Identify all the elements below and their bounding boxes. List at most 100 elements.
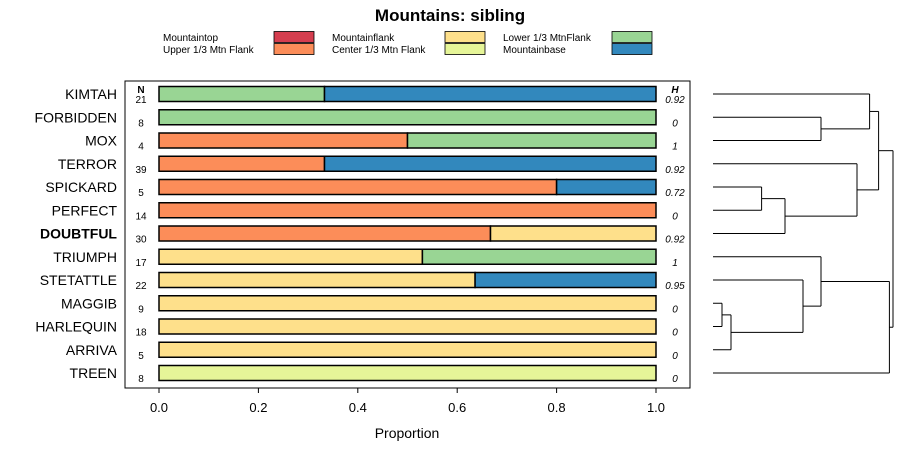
rows: KIMTAH 21 0.92 FORBIDDEN 8 0 MOX 4 1 TERROR 39 0.92… (35, 85, 685, 385)
bar-segment (323, 85, 657, 103)
h-value: 0 (672, 374, 678, 385)
n-value: 39 (135, 165, 147, 176)
h-value: 0.92 (665, 165, 685, 176)
bar-segment (158, 318, 657, 335)
n-value: 17 (135, 258, 147, 269)
row: KIMTAH 21 0.92 (65, 85, 685, 106)
h-value: 0 (672, 328, 678, 339)
row: FORBIDDEN 8 0 (35, 109, 678, 129)
h-value: 1 (672, 258, 678, 269)
bar-segment (158, 132, 409, 149)
n-value: 8 (138, 118, 144, 129)
n-value: 9 (138, 304, 144, 315)
n-value: 14 (135, 211, 147, 222)
x-axis-title: Proportion (375, 425, 440, 441)
legend-label: Upper 1/3 Mtn Flank (163, 45, 255, 56)
row: PERFECT 14 0 (52, 202, 678, 222)
x-tick-label: 0.2 (249, 400, 267, 415)
n-value: 30 (135, 235, 147, 246)
legend-label: Lower 1/3 MtnFlank (503, 33, 592, 44)
site-label: MOX (85, 133, 118, 149)
bar-segment (158, 155, 326, 172)
legend-swatch (444, 31, 486, 43)
bar-segment (555, 178, 657, 196)
bar-segment (406, 132, 657, 149)
x-tick-label: 0.8 (548, 400, 566, 415)
legend-label: Center 1/3 Mtn Flank (332, 45, 426, 56)
legend-swatch (444, 43, 486, 55)
x-tick-label: 0.6 (448, 400, 466, 415)
h-value: 0.92 (665, 95, 685, 106)
plot-frame (124, 80, 691, 389)
h-value: 0.95 (665, 281, 685, 292)
site-label: TRIUMPH (53, 249, 117, 265)
n-value: 5 (138, 188, 144, 199)
legend-label: Mountainflank (332, 33, 395, 44)
bar-segment (158, 271, 476, 289)
bar-segment (323, 155, 657, 172)
n-column-header: N (137, 85, 144, 96)
h-value: 0 (672, 211, 678, 222)
row: ARRIVA 5 0 (66, 341, 678, 362)
site-label: SPICKARD (45, 179, 117, 195)
legend-label: Mountaintop (163, 33, 218, 44)
legend-label: Mountainbase (503, 45, 566, 56)
n-value: 22 (135, 281, 147, 292)
row: TREEN 8 0 (70, 364, 678, 385)
legend-swatch (273, 43, 315, 55)
bar-segment (158, 225, 492, 242)
h-value: 0 (672, 118, 678, 129)
site-label: DOUBTFUL (40, 226, 117, 242)
row: MOX 4 1 (85, 132, 678, 153)
n-value: 18 (135, 328, 147, 339)
row: DOUBTFUL 30 0.92 (40, 225, 685, 246)
bar-segment (158, 341, 657, 358)
bar-segment (158, 248, 424, 265)
h-value: 0.72 (665, 188, 685, 199)
h-value: 0 (672, 351, 678, 362)
chart-title: Mountains: sibling (375, 6, 525, 25)
h-value: 0.92 (665, 235, 685, 246)
h-value: 0 (672, 304, 678, 315)
x-tick-label: 1.0 (647, 400, 665, 415)
bar-segment (158, 109, 657, 126)
legend-swatch (611, 31, 653, 43)
site-label: FORBIDDEN (35, 109, 117, 125)
bar-segment (158, 178, 558, 196)
row: HARLEQUIN 18 0 (35, 318, 678, 339)
x-axis: 0.0 0.2 0.4 0.6 0.8 1.0 (150, 388, 665, 415)
row: STETATTLE 22 0.95 (40, 271, 685, 292)
row: TERROR 39 0.92 (58, 155, 685, 176)
row: TRIUMPH 17 1 (53, 248, 678, 269)
site-label: KIMTAH (65, 86, 117, 102)
site-label: MAGGIB (61, 295, 117, 311)
n-value: 4 (138, 142, 144, 153)
n-value: 5 (138, 351, 144, 362)
bar-segment (421, 248, 657, 265)
x-tick-label: 0.4 (349, 400, 367, 415)
bar-segment (474, 271, 657, 289)
h-column-header: H (671, 85, 679, 96)
bar-segment (489, 225, 657, 242)
site-label: TREEN (70, 365, 117, 381)
n-value: 8 (138, 374, 144, 385)
site-label: PERFECT (52, 202, 118, 218)
site-label: TERROR (58, 156, 117, 172)
site-label: HARLEQUIN (35, 319, 117, 335)
site-label: STETATTLE (40, 272, 117, 288)
site-label: ARRIVA (66, 342, 118, 358)
legend-swatch (273, 31, 315, 43)
legend-swatch (611, 43, 653, 55)
h-value: 1 (672, 142, 678, 153)
dendrogram (713, 93, 894, 374)
bar-segment (158, 364, 657, 382)
x-tick-label: 0.0 (150, 400, 168, 415)
n-value: 21 (135, 95, 147, 106)
bar-segment (158, 295, 657, 312)
row: MAGGIB 9 0 (61, 295, 678, 315)
bar-segment (158, 85, 326, 103)
bar-segment (158, 202, 657, 219)
row: SPICKARD 5 0.72 (45, 178, 685, 199)
